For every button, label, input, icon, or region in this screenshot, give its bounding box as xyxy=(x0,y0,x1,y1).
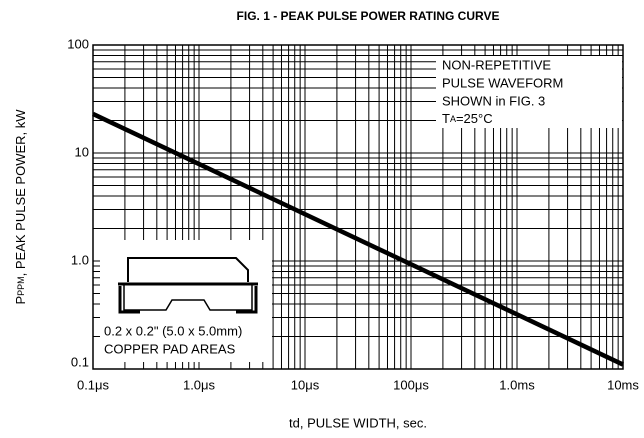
y-tick-label: 1.0 xyxy=(71,252,89,267)
x-tick-label: 10μs xyxy=(291,377,320,392)
pad-copper xyxy=(118,286,258,314)
x-tick-label: 1.0μs xyxy=(183,377,216,392)
x-tick-label: 100μs xyxy=(393,377,429,392)
y-label-part: , PEAK PULSE POWER, kW xyxy=(13,109,28,277)
y-tick-label: 0.1 xyxy=(71,354,89,369)
annotation-part: T xyxy=(442,111,450,126)
x-tick-label: 0.1μs xyxy=(77,377,110,392)
y-label-part: PPM xyxy=(16,276,26,296)
y-label-part: P xyxy=(13,296,28,305)
y-tick-label: 100 xyxy=(67,36,89,51)
inset: 0.2 x 0.2" (5.0 x 5.0mm) COPPER PAD AREA… xyxy=(100,240,272,362)
annotation-line: NON-REPETITIVE xyxy=(442,57,551,72)
chart-title: FIG. 1 - PEAK PULSE POWER RATING CURVE xyxy=(237,9,500,23)
x-tick-label: 10ms xyxy=(607,377,639,392)
y-tick-label: 10 xyxy=(75,144,89,159)
x-axis-label: td, PULSE WIDTH, sec. xyxy=(289,415,427,430)
annotation-line: SHOWN in FIG. 3 xyxy=(442,93,545,108)
annotation-part: =25°C xyxy=(456,111,493,126)
marks xyxy=(92,111,624,367)
plot-frame xyxy=(92,44,624,370)
annotation-bg xyxy=(436,56,622,128)
y-axis-label: PPPM, PEAK PULSE POWER, kW xyxy=(13,109,28,305)
inset-text: COPPER PAD AREAS xyxy=(104,341,236,356)
inset-text: 0.2 x 0.2" (5.0 x 5.0mm) xyxy=(104,323,242,338)
annotation-line: PULSE WAVEFORM xyxy=(442,75,563,90)
annotation-box: NON-REPETITIVE PULSE WAVEFORM SHOWN in F… xyxy=(436,56,622,128)
x-tick-label: 1.0ms xyxy=(499,377,535,392)
pad-body xyxy=(123,284,253,311)
annotation-part: A xyxy=(450,114,456,124)
grid xyxy=(92,44,624,370)
line xyxy=(92,111,624,367)
annotation-line: TA=25°C xyxy=(442,111,493,126)
pad-outline xyxy=(127,257,249,282)
